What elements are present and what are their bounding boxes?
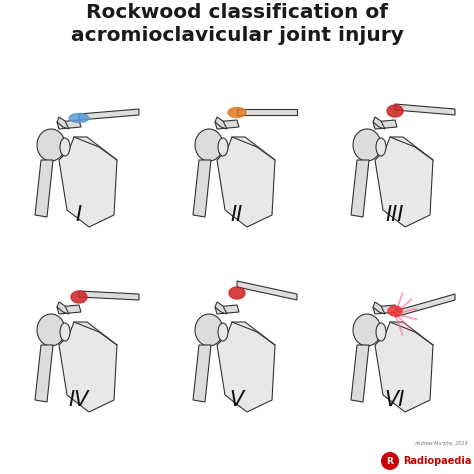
Text: II: II xyxy=(231,205,243,225)
Polygon shape xyxy=(59,322,117,412)
Polygon shape xyxy=(217,322,275,412)
Polygon shape xyxy=(57,305,81,314)
Ellipse shape xyxy=(388,306,402,316)
Polygon shape xyxy=(57,302,69,314)
Ellipse shape xyxy=(218,323,228,341)
Ellipse shape xyxy=(37,314,65,346)
Ellipse shape xyxy=(229,287,245,299)
Text: acromioclavicular joint injury: acromioclavicular joint injury xyxy=(71,26,403,45)
Text: III: III xyxy=(386,205,404,225)
Ellipse shape xyxy=(387,105,403,117)
Polygon shape xyxy=(79,291,139,300)
Ellipse shape xyxy=(37,129,65,161)
Polygon shape xyxy=(57,117,69,129)
Polygon shape xyxy=(193,160,211,217)
Polygon shape xyxy=(215,302,227,314)
Polygon shape xyxy=(215,120,239,129)
Text: VI: VI xyxy=(385,390,405,410)
Polygon shape xyxy=(237,281,297,300)
Polygon shape xyxy=(373,120,397,129)
Ellipse shape xyxy=(218,138,228,156)
Ellipse shape xyxy=(353,129,381,161)
Polygon shape xyxy=(215,305,239,314)
Ellipse shape xyxy=(69,113,89,122)
Text: I: I xyxy=(76,205,82,225)
Text: IV: IV xyxy=(69,390,89,410)
Polygon shape xyxy=(395,294,455,317)
Ellipse shape xyxy=(195,314,223,346)
Polygon shape xyxy=(217,137,275,227)
Ellipse shape xyxy=(376,138,386,156)
Text: Radiopaedia: Radiopaedia xyxy=(403,456,471,466)
Polygon shape xyxy=(237,109,297,115)
Ellipse shape xyxy=(228,108,246,118)
Polygon shape xyxy=(395,104,455,115)
Text: R: R xyxy=(387,456,393,465)
Polygon shape xyxy=(351,345,369,402)
Text: Andrew Murphy, 2019: Andrew Murphy, 2019 xyxy=(414,441,468,446)
Polygon shape xyxy=(373,117,385,129)
Ellipse shape xyxy=(381,452,399,470)
Polygon shape xyxy=(59,137,117,227)
Polygon shape xyxy=(373,302,385,314)
Text: V: V xyxy=(230,390,244,410)
Ellipse shape xyxy=(60,138,70,156)
Polygon shape xyxy=(373,305,397,314)
Ellipse shape xyxy=(195,129,223,161)
Polygon shape xyxy=(35,345,53,402)
Polygon shape xyxy=(351,160,369,217)
Ellipse shape xyxy=(71,291,87,303)
Polygon shape xyxy=(375,137,433,227)
Polygon shape xyxy=(79,109,139,120)
Polygon shape xyxy=(215,117,227,129)
Polygon shape xyxy=(57,120,81,129)
Ellipse shape xyxy=(60,323,70,341)
Text: Rockwood classification of: Rockwood classification of xyxy=(86,3,388,22)
Polygon shape xyxy=(375,322,433,412)
Ellipse shape xyxy=(353,314,381,346)
Polygon shape xyxy=(193,345,211,402)
Polygon shape xyxy=(35,160,53,217)
Ellipse shape xyxy=(376,323,386,341)
